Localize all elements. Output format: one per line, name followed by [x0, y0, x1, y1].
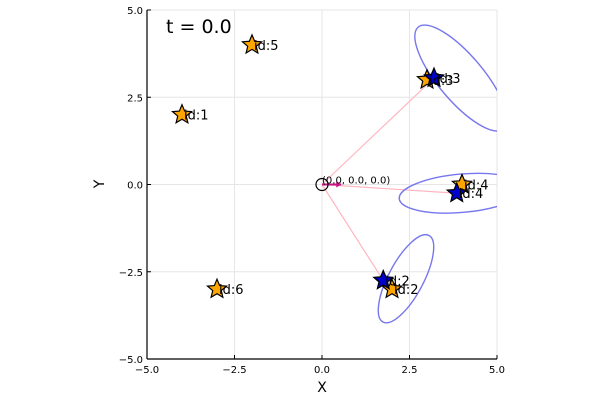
uncertainty-ellipse	[414, 24, 497, 132]
robot-marker	[315, 177, 329, 192]
y-axis-label: Y	[92, 179, 108, 189]
robot	[315, 177, 342, 192]
observation-star	[445, 181, 468, 203]
x-tick-label: −5.0	[135, 365, 159, 376]
observation-star	[372, 268, 395, 290]
landmark-label: id:3	[429, 74, 454, 89]
uncertainty-ellipse	[377, 233, 435, 324]
landmark-label: id:5	[254, 39, 279, 54]
axes	[146, 9, 498, 360]
observation-star	[423, 66, 445, 88]
y-tick-labels: −5.0 −2.5 0.0 2.5 5.0	[119, 6, 143, 366]
landmark-label: id:4	[464, 179, 489, 194]
uncertainty-ellipses	[377, 24, 497, 324]
observation-label: id:4	[459, 187, 484, 202]
x-tick-label: 0.0	[314, 365, 330, 376]
robot-pose-label: (0.0, 0.0, 0.0)	[322, 176, 390, 187]
y-tick-label: −5.0	[119, 355, 143, 366]
y-tick-label: −2.5	[119, 268, 143, 279]
x-axis-label: X	[317, 380, 327, 396]
landmark-star	[171, 103, 193, 125]
y-tick-label: 0.0	[127, 181, 143, 192]
observations	[372, 66, 468, 290]
landmark-label: id:1	[184, 109, 209, 124]
landmark-star	[241, 33, 263, 55]
observation-label: id:2	[385, 274, 410, 289]
robot-heading-arrow	[336, 181, 342, 188]
time-annotation: t = 0.0	[166, 16, 232, 38]
x-tick-labels: −5.0 −2.5 0.0 2.5 5.0	[135, 365, 505, 376]
point-labels: id:1 id:2 id:3 id:4 id:5 id:6 id:2 id:3 id:4 (0.0…	[184, 39, 489, 298]
x-tick-label: 2.5	[402, 365, 418, 376]
sight-lines	[321, 77, 457, 281]
sight-line	[321, 183, 457, 194]
observation-label: id:3	[436, 72, 461, 87]
sight-line	[321, 184, 384, 281]
uncertainty-ellipse	[398, 172, 497, 214]
landmark-label: id:6	[219, 283, 244, 298]
landmark-star	[206, 277, 228, 299]
x-tick-label: −2.5	[222, 365, 246, 376]
sight-line	[321, 77, 435, 185]
x-tick-label: 5.0	[489, 365, 505, 376]
y-tick-label: 2.5	[127, 93, 143, 104]
landmark-label: id:2	[394, 283, 419, 298]
y-tick-label: 5.0	[127, 6, 143, 17]
